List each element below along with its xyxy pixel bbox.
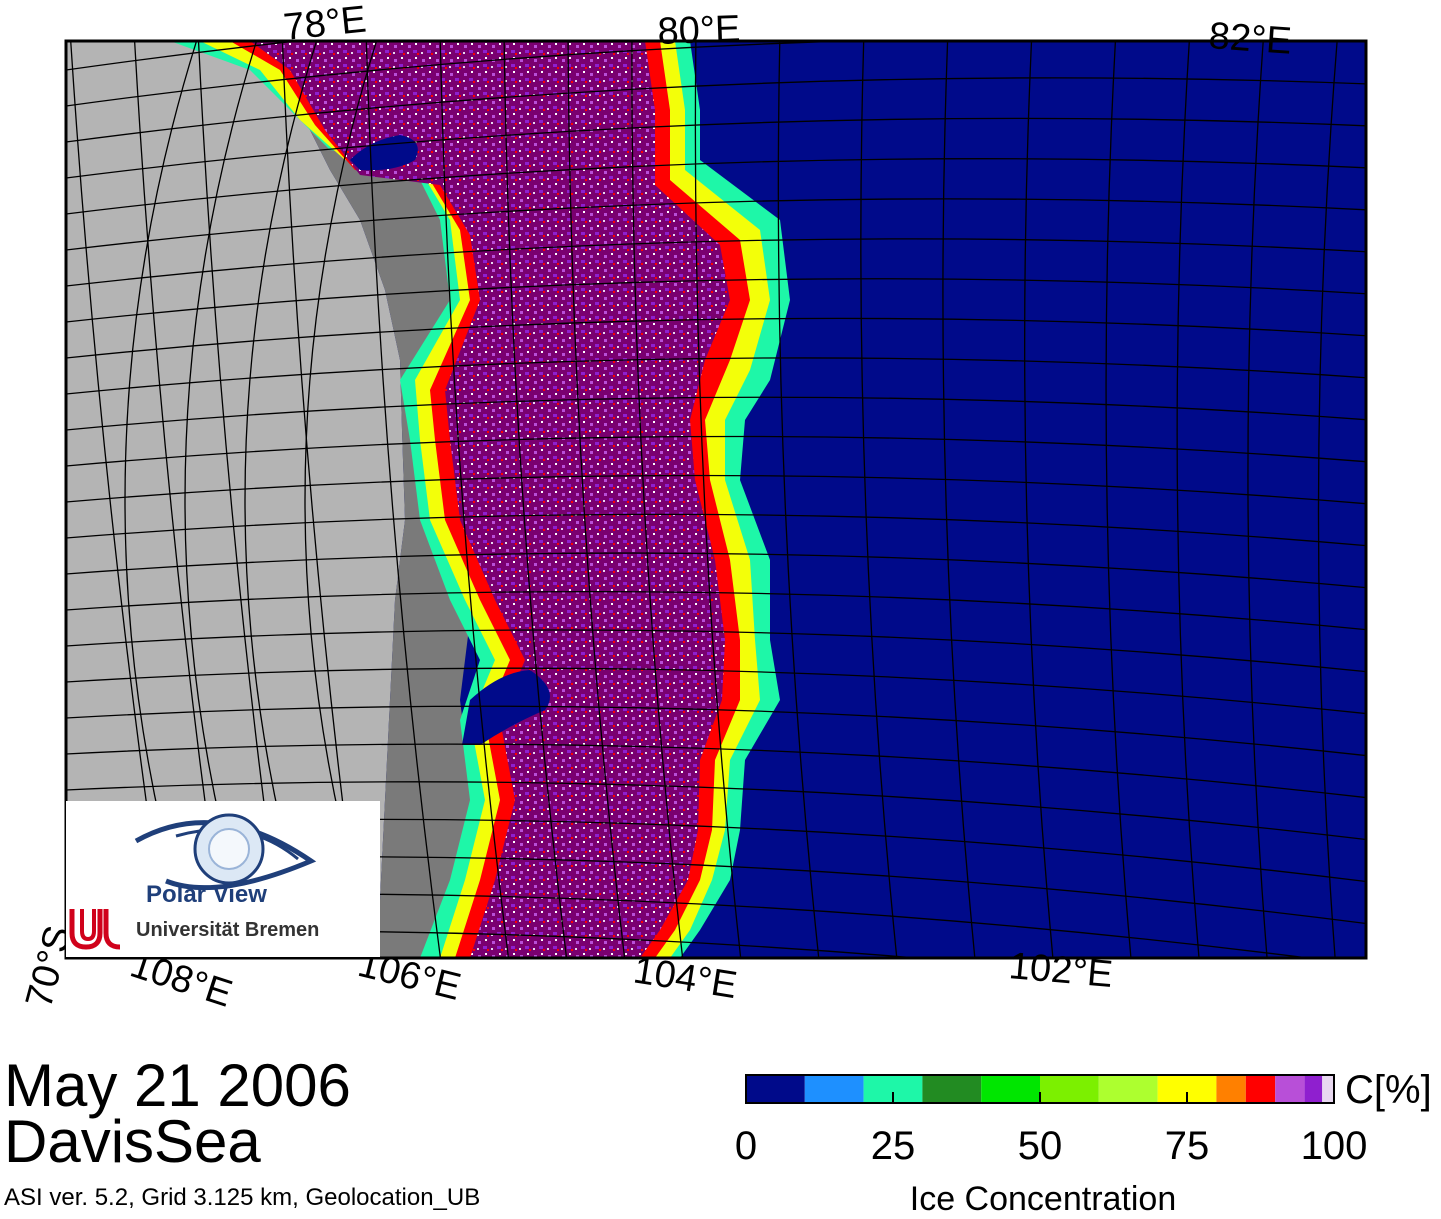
colorbar-bin <box>1322 1075 1334 1103</box>
graticule-line <box>66 77 1366 143</box>
polar-view-logo: Polar View Universität Bremen <box>66 801 380 957</box>
eye-globe-logo-icon <box>69 813 317 950</box>
graticule-line <box>439 41 510 958</box>
graticule-line <box>631 41 684 958</box>
graticule-line <box>66 743 1366 799</box>
lon-label-82e: 82°E <box>1207 15 1293 63</box>
graticule-line <box>365 41 442 958</box>
colorbar <box>745 1074 1335 1104</box>
colorbar-bin <box>981 1075 1040 1103</box>
graticule-line <box>1024 41 1054 958</box>
graticule-line <box>66 396 1366 431</box>
graticule-line <box>567 41 626 958</box>
graticule-line <box>66 41 1366 107</box>
lon-label-78e: 78°E <box>282 0 369 49</box>
region-title: DavisSea <box>4 1108 261 1175</box>
colorbar-bin <box>922 1075 982 1103</box>
colorbar-tick-label: 0 <box>734 1124 758 1168</box>
graticule-line <box>777 41 820 958</box>
graticule-line <box>66 198 1366 251</box>
colorbar-bin <box>746 1075 805 1103</box>
graticule-line <box>860 41 898 958</box>
product-info: ASI ver. 5.2, Grid 3.125 km, Geolocation… <box>4 1184 481 1211</box>
land-area <box>66 41 405 958</box>
lon-label-80e: 80°E <box>657 8 741 53</box>
graticule-line <box>942 41 976 958</box>
colorbar-bin <box>1245 1075 1276 1103</box>
colorbar-tick-label: 50 <box>1017 1124 1063 1168</box>
graticule-line <box>66 705 1366 757</box>
graticule-line <box>66 629 1366 673</box>
graticule-line <box>66 552 1366 589</box>
colorbar-bin <box>1304 1075 1323 1103</box>
date-title: May 21 2006 <box>4 1052 351 1119</box>
graticule-line <box>1105 41 1132 958</box>
colorbar-bin <box>1040 1075 1099 1103</box>
colorbar-bin <box>1098 1075 1158 1103</box>
graticule-line <box>66 435 1366 467</box>
graticule-line <box>66 317 1366 359</box>
colorbar-bin <box>804 1075 864 1103</box>
colorbar-unit: C[%] <box>1345 1068 1432 1112</box>
graticule-line <box>66 513 1366 547</box>
graticule-line <box>694 41 742 958</box>
lon-label-102e: 102°E <box>1007 945 1114 996</box>
graticule-line <box>66 158 1366 215</box>
ice-concentration-map: 78°E 80°E 82°E 70°S 108°E 106°E 104°E 10… <box>18 0 1368 1016</box>
graticule-line <box>503 41 568 958</box>
graticule-line <box>66 117 1366 179</box>
polynya-south <box>462 670 550 745</box>
colorbar-tick-label: 100 <box>1300 1124 1368 1168</box>
graticule-line <box>66 357 1366 395</box>
graticule-line <box>66 474 1366 505</box>
graticule-line <box>1317 41 1338 958</box>
logo-institution: Universität Bremen <box>136 919 320 941</box>
graticule-line <box>66 238 1366 287</box>
ice-shelf <box>270 41 480 958</box>
colorbar-title: Ice Concentration <box>909 1180 1177 1218</box>
colorbar-tick-label: 25 <box>870 1124 916 1168</box>
graticule-line <box>1247 41 1268 958</box>
map-frame <box>64 39 1368 960</box>
colorbar-bin <box>1216 1075 1246 1103</box>
ice-dense-pack <box>250 41 730 958</box>
graticule-line <box>1176 41 1200 958</box>
colorbar-tick-label: 75 <box>1164 1124 1210 1168</box>
colorbar-bin <box>1275 1075 1305 1103</box>
graticule-line <box>66 278 1366 323</box>
graticule <box>66 41 1366 958</box>
graticule-line <box>66 781 1366 841</box>
polynya-north <box>350 135 418 171</box>
logo-title: Polar View <box>146 881 267 908</box>
